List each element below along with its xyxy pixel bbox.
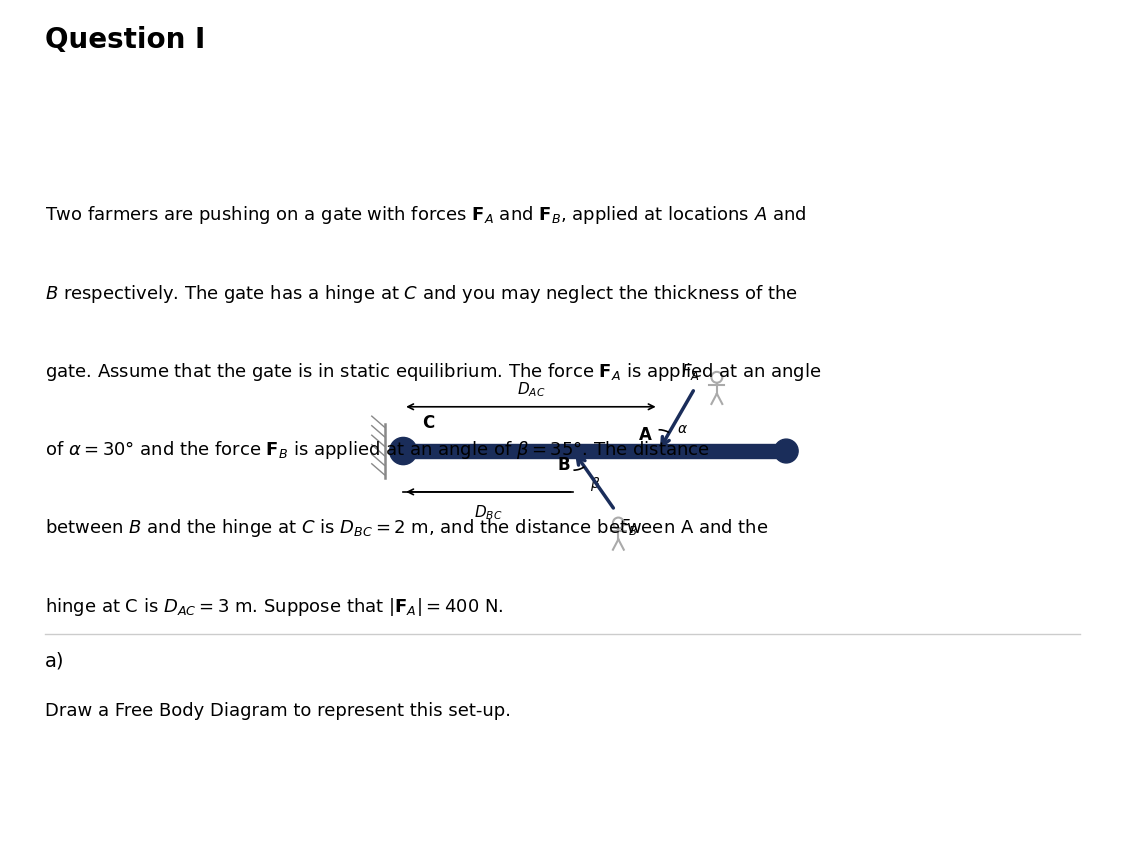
Text: between $\mathit{B}$ and the hinge at $\mathit{C}$ is $D_{BC} = 2$ m, and the di: between $\mathit{B}$ and the hinge at $\… bbox=[45, 517, 768, 540]
Text: $D_{AC}$: $D_{AC}$ bbox=[516, 380, 546, 399]
Text: C: C bbox=[422, 414, 434, 432]
Text: of $\alpha = 30°$ and the force $\mathbf{F}_B$ is applied at an angle of $\beta : of $\alpha = 30°$ and the force $\mathbf… bbox=[45, 439, 710, 461]
Text: A: A bbox=[639, 426, 651, 444]
Circle shape bbox=[389, 437, 417, 465]
Text: Question I: Question I bbox=[45, 26, 205, 54]
Text: $\alpha$: $\alpha$ bbox=[677, 422, 688, 436]
Text: $D_{BC}$: $D_{BC}$ bbox=[474, 504, 503, 523]
Text: $\beta$: $\beta$ bbox=[591, 475, 601, 493]
Bar bbox=[403, 444, 786, 458]
Text: Two farmers are pushing on a gate with forces $\mathbf{F}_A$ and $\mathbf{F}_B$,: Two farmers are pushing on a gate with f… bbox=[45, 204, 807, 226]
Text: gate. Assume that the gate is in static equilibrium. The force $\mathbf{F}_A$ is: gate. Assume that the gate is in static … bbox=[45, 361, 821, 383]
Text: B: B bbox=[557, 456, 570, 474]
Text: $F_A$: $F_A$ bbox=[681, 362, 700, 381]
Text: a): a) bbox=[45, 651, 64, 670]
Text: Draw a Free Body Diagram to represent this set-up.: Draw a Free Body Diagram to represent th… bbox=[45, 702, 511, 720]
Circle shape bbox=[774, 439, 798, 463]
Text: $F_B$: $F_B$ bbox=[619, 517, 638, 537]
Text: hinge at C is $D_{AC} = 3$ m. Suppose that $|\mathbf{F}_A| = 400$ N.: hinge at C is $D_{AC} = 3$ m. Suppose th… bbox=[45, 596, 504, 618]
Text: $\mathit{B}$ respectively. The gate has a hinge at $\mathit{C}$ and you may negl: $\mathit{B}$ respectively. The gate has … bbox=[45, 283, 798, 305]
